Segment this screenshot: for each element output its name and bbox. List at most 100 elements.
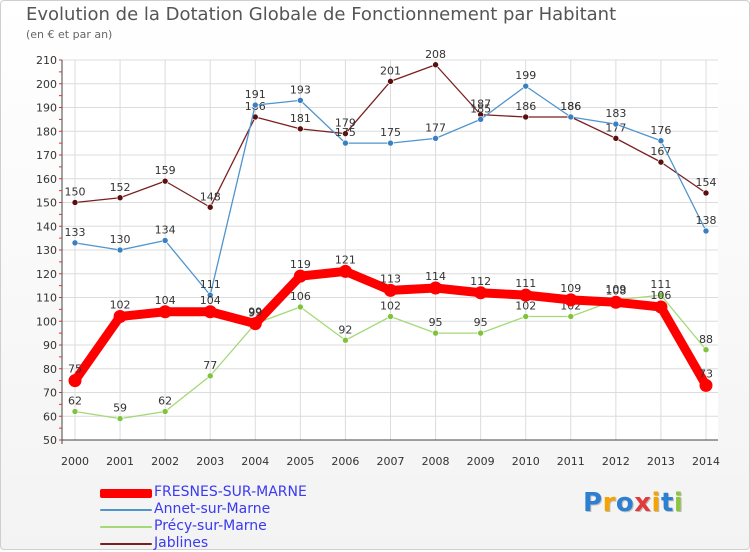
x-tick-label: 2000 [61, 455, 89, 468]
data-label: 201 [380, 64, 401, 77]
data-label: 167 [650, 145, 671, 158]
data-label: 75 [68, 363, 82, 376]
data-point [206, 291, 214, 299]
legend-swatch-fresnes [100, 489, 152, 498]
legend-label-jablines: Jablines [154, 535, 209, 551]
data-label: 95 [429, 316, 443, 329]
data-point [297, 97, 304, 104]
data-label: 175 [335, 126, 356, 139]
data-label: 133 [65, 226, 86, 239]
data-point [522, 313, 530, 320]
data-point [612, 120, 620, 128]
legend-swatch-jablines [100, 543, 152, 545]
data-label: 102 [380, 300, 401, 313]
data-point [251, 101, 259, 109]
data-label: 152 [110, 181, 131, 194]
data-point [474, 286, 488, 300]
data-point [116, 194, 124, 202]
data-point [657, 158, 665, 166]
chart-title: Evolution de la Dotation Globale de Fonc… [26, 4, 617, 25]
data-point [161, 177, 169, 185]
y-tick-label: 180 [36, 125, 57, 138]
data-label: 183 [605, 107, 626, 120]
legend-item-jablines[interactable]: Jablines [100, 535, 340, 552]
data-point [161, 237, 169, 244]
y-tick-label: 110 [36, 292, 57, 305]
chart-subtitle: (en € et par an) [26, 28, 113, 41]
y-tick-label: 130 [36, 244, 57, 257]
data-label: 148 [200, 190, 221, 203]
data-point [116, 415, 124, 422]
legend-item-annet[interactable]: Annet-sur-Marne [100, 501, 340, 518]
legend-label-fresnes: FRESNES-SUR-MARNE [154, 484, 307, 500]
data-label: 109 [560, 282, 581, 295]
data-label: 111 [650, 278, 671, 291]
data-point [297, 125, 304, 133]
data-label: 59 [113, 402, 127, 415]
chart-legend: FRESNES-SUR-MARNE Annet-sur-Marne Précy-… [100, 484, 340, 552]
data-point [342, 336, 349, 344]
data-label: 102 [515, 300, 536, 313]
y-tick-label: 50 [43, 434, 57, 447]
data-point [206, 372, 214, 380]
logo-letter: i [673, 488, 684, 518]
data-label: 208 [425, 48, 446, 61]
data-label: 73 [699, 367, 713, 380]
data-point [297, 303, 304, 311]
x-tick-label: 2009 [467, 455, 495, 468]
legend-label-precy: Précy-sur-Marne [154, 518, 267, 534]
data-point [564, 293, 578, 307]
x-tick-label: 2013 [647, 455, 675, 468]
x-tick-label: 2014 [692, 455, 720, 468]
x-tick-label: 2011 [557, 455, 585, 468]
x-tick-label: 2004 [241, 455, 269, 468]
data-point [609, 295, 623, 309]
data-label: 104 [200, 294, 221, 307]
data-point [248, 317, 262, 331]
data-point [699, 378, 713, 392]
data-point [702, 189, 710, 197]
x-tick-label: 2001 [106, 455, 134, 468]
y-tick-label: 200 [36, 78, 57, 91]
data-label: 186 [515, 100, 536, 113]
data-label: 119 [290, 258, 311, 271]
x-tick-label: 2012 [602, 455, 630, 468]
data-point [68, 374, 82, 388]
data-label: 92 [338, 323, 352, 336]
data-label: 130 [110, 233, 131, 246]
data-point [387, 139, 394, 147]
data-label: 95 [474, 316, 488, 329]
data-label: 121 [335, 253, 356, 266]
data-point [657, 291, 665, 299]
data-label: 111 [515, 277, 536, 290]
data-point [338, 264, 352, 278]
y-tick-label: 90 [43, 339, 57, 352]
x-tick-label: 2002 [151, 455, 179, 468]
legend-label-annet: Annet-sur-Marne [154, 501, 271, 517]
y-tick-label: 160 [36, 173, 57, 186]
data-label: 177 [605, 121, 626, 134]
data-point [293, 269, 307, 283]
data-label: 191 [245, 88, 266, 101]
y-tick-label: 120 [36, 268, 57, 281]
data-point [522, 82, 530, 90]
legend-item-precy[interactable]: Précy-sur-Marne [100, 518, 340, 535]
data-label: 106 [650, 289, 671, 302]
data-point [387, 313, 394, 320]
y-tick-label: 210 [36, 54, 57, 67]
data-label: 159 [155, 164, 176, 177]
data-label: 175 [380, 126, 401, 139]
data-point [477, 116, 484, 123]
data-label: 104 [155, 294, 176, 307]
data-point [387, 78, 394, 85]
legend-item-fresnes[interactable]: FRESNES-SUR-MARNE [100, 484, 340, 501]
data-label: 154 [696, 176, 717, 189]
x-tick-label: 2006 [331, 455, 359, 468]
data-label: 185 [470, 102, 491, 115]
data-point [71, 239, 79, 247]
data-point [519, 288, 533, 302]
data-point [612, 135, 620, 142]
y-tick-label: 150 [36, 197, 57, 210]
data-point [71, 408, 79, 415]
x-tick-label: 2005 [286, 455, 314, 468]
